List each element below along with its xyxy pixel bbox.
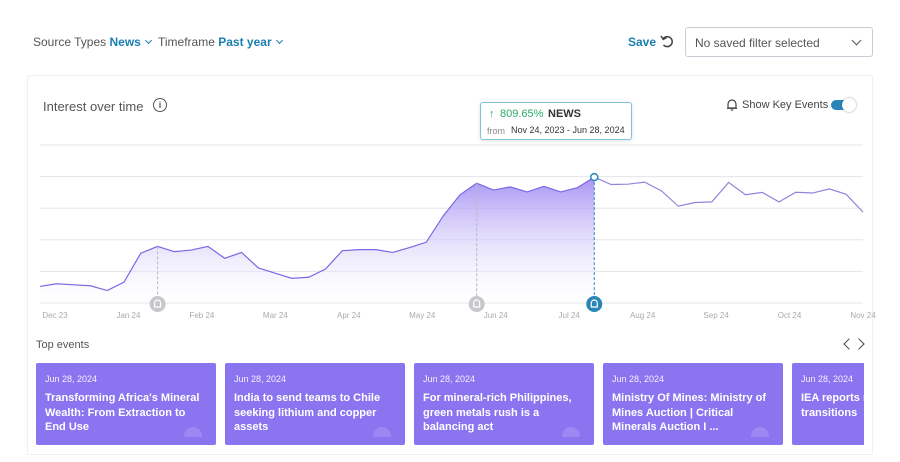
save-button[interactable]: Save [628,35,657,49]
saved-filter-value: No saved filter selected [695,36,820,50]
tooltip-series: NEWS [548,108,581,120]
event-date: Jun 28, 2024 [801,374,854,384]
bell-icon [562,427,580,437]
timeframe-label: Timeframe [158,35,215,49]
bell-icon [751,427,769,437]
source-types-label: Source Types [33,35,107,49]
event-title: IEA reports n critical mine transitions [801,392,864,419]
chevron-down-icon [144,36,152,45]
event-date: Jun 28, 2024 [234,374,287,384]
tooltip-change: 809.65% [500,108,544,120]
chart-tooltip: ↑ 809.65% NEWS from Nov 24, 2023 - Jun 2… [480,102,632,140]
event-date: Jun 28, 2024 [423,374,476,384]
event-title: Transforming Africa's Mineral Wealth: Fr… [45,392,200,433]
bell-icon [184,427,202,437]
saved-filter-select[interactable]: No saved filter selected [685,27,873,57]
event-date: Jun 28, 2024 [45,374,98,384]
event-card[interactable]: Jun 28, 2024 Ministry Of Mines: Ministry… [603,363,783,445]
info-icon[interactable]: i [153,98,167,112]
filter-bar: Source Types News Timeframe Past year Sa… [0,0,900,75]
toggle-knob [842,98,856,112]
arrow-up-icon: ↑ [489,108,495,120]
top-events-title: Top events [36,339,90,351]
chevron-down-icon [275,36,283,45]
source-types-value: News [109,35,141,49]
event-card[interactable]: Jun 28, 2024 Transforming Africa's Miner… [36,363,216,445]
tooltip-from-label: from [487,126,505,136]
event-date: Jun 28, 2024 [612,374,665,384]
chevron-down-icon [851,35,862,46]
undo-icon[interactable] [659,33,675,49]
chart-title: Interest over time [43,99,144,114]
event-title: Ministry Of Mines: Ministry of Mines Auc… [612,392,767,433]
events-carousel: Jun 28, 2024 Transforming Africa's Miner… [36,363,864,445]
timeframe-filter[interactable]: Timeframe Past year [158,35,283,49]
tooltip-range: Nov 24, 2023 - Jun 28, 2024 [511,125,625,135]
show-key-events-label: Show Key Events [742,99,829,111]
event-card[interactable]: Jun 28, 2024 India to send teams to Chil… [225,363,405,445]
bell-icon [373,427,391,437]
event-card[interactable]: Jun 28, 2024 IEA reports n critical mine… [792,363,864,445]
source-types-filter[interactable]: Source Types News [33,35,152,49]
event-card[interactable]: Jun 28, 2024 For mineral-rich Philippine… [414,363,594,445]
key-events-toggle[interactable] [831,98,856,112]
bell-icon [727,99,737,111]
timeframe-value: Past year [218,35,272,49]
event-title: For mineral-rich Philippines, green meta… [423,392,572,433]
event-title: India to send teams to Chile seeking lit… [234,392,381,433]
